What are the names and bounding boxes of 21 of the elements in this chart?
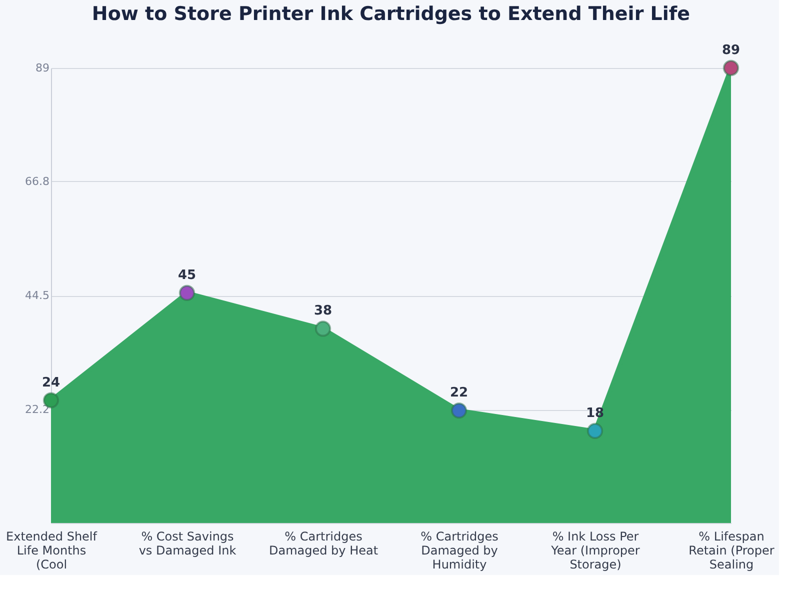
y-tick-label: 66.8 (25, 174, 50, 188)
y-tick-label: 44.5 (25, 289, 50, 302)
x-tick-label: % Lifespan Retain (Proper Sealing (688, 530, 774, 572)
x-tick-label: % Cost Savings vs Damaged Ink (138, 530, 236, 558)
data-label: 22 (450, 386, 468, 401)
data-label: 38 (314, 304, 332, 319)
x-tick-label: % Cartridges Damaged by Humidity (420, 530, 498, 572)
chart-title: How to Store Printer Ink Cartridges to Extend Their Life (92, 3, 690, 25)
point (586, 422, 604, 440)
point (314, 320, 332, 337)
data-label: 24 (42, 375, 60, 390)
point (722, 60, 740, 76)
x-tick-label: % Ink Loss Per Year (Improper Storage) (550, 530, 640, 572)
y-tick-label: 89 (36, 62, 50, 74)
point (450, 402, 468, 419)
x-tick-label: Extended Shelf Life Months (Cool (6, 530, 98, 572)
x-tick-label: % Cartridges Damaged by Heat (268, 530, 378, 558)
y-tick-label: 22.2 (25, 403, 50, 416)
point (178, 284, 196, 301)
data-label: 89 (722, 43, 740, 58)
data-label: 45 (178, 268, 196, 283)
